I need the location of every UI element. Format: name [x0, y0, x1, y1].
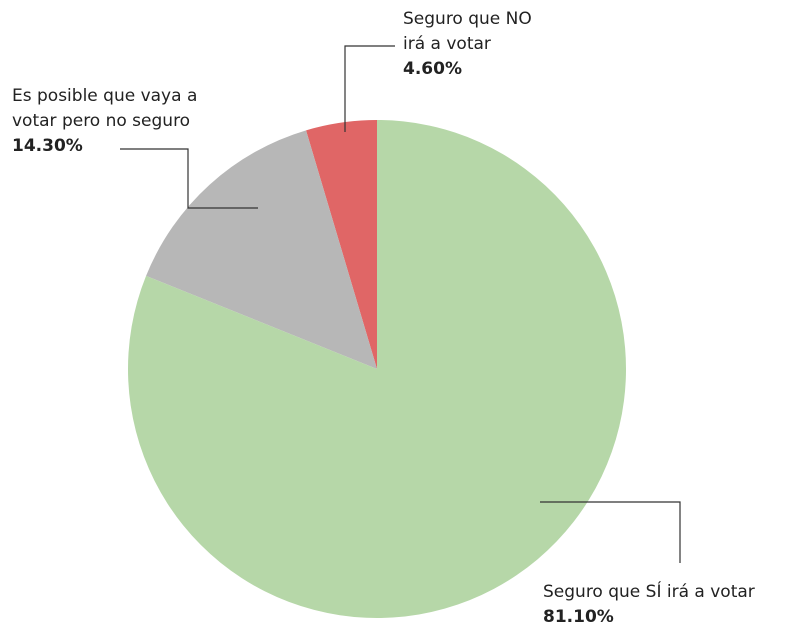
pie-slice — [306, 120, 377, 369]
slice-label: Es posible que vaya a votar pero no segu… — [12, 84, 237, 159]
label-value: 4.60% — [403, 59, 462, 79]
slice-label: Seguro que NO irá a votar 4.60% — [403, 7, 543, 82]
label-value: 14.30% — [12, 136, 83, 156]
leader-line — [120, 148, 258, 209]
leader-line — [344, 45, 395, 132]
label-name: Seguro que SÍ irá a votar — [543, 582, 755, 602]
pie-slice — [146, 130, 377, 369]
slice-label: Seguro que SÍ irá a votar 81.10% — [543, 580, 794, 628]
label-value: 81.10% — [543, 607, 614, 627]
label-name: Es posible que vaya a votar pero no segu… — [12, 86, 198, 131]
leader-line — [540, 501, 681, 563]
pie-slice — [127, 120, 626, 618]
label-name: Seguro que NO irá a votar — [403, 9, 532, 54]
